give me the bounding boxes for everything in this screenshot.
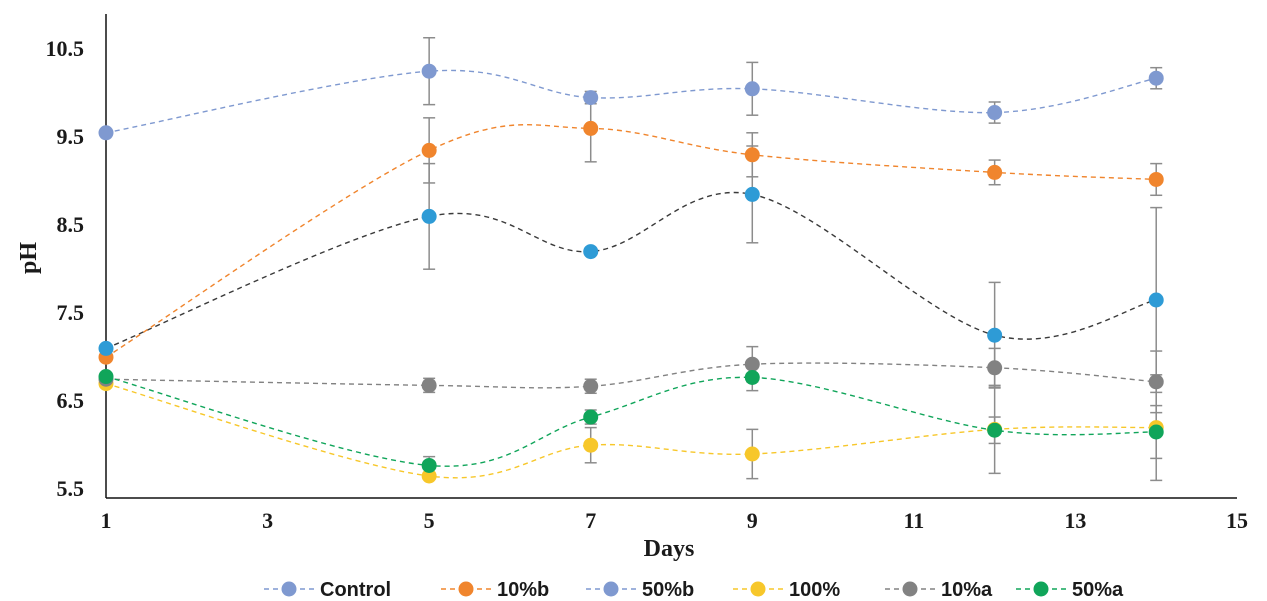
data-point-control <box>98 340 114 356</box>
data-point-50-b <box>583 90 599 106</box>
data-point-10-b <box>421 142 437 158</box>
y-tick-label: 9.5 <box>57 124 85 149</box>
legend-item-100: 100% <box>733 579 840 601</box>
data-point-100 <box>583 437 599 453</box>
legend-label: 10%a <box>941 579 993 601</box>
data-point-50-b <box>987 105 1003 121</box>
legend-label: Control <box>320 579 391 601</box>
legend-marker <box>750 581 766 597</box>
data-point-50-a <box>987 422 1003 438</box>
data-point-100 <box>744 446 760 462</box>
series-markers <box>98 63 1164 484</box>
legend-marker <box>603 581 619 597</box>
data-point-10-a <box>1148 374 1164 390</box>
data-point-50-a <box>1148 424 1164 440</box>
legend-label: 10%b <box>497 579 549 601</box>
data-point-control <box>583 244 599 260</box>
x-tick-label: 1 <box>101 508 112 533</box>
data-point-10-a <box>421 377 437 393</box>
legend: Control 10%b 50%b 100% 10%a 50%a <box>264 579 1124 601</box>
y-tick-label: 5.5 <box>57 476 85 501</box>
data-point-100 <box>421 468 437 484</box>
data-point-10-b <box>583 120 599 136</box>
y-tick-labels: 5.5 6.5 7.5 8.5 9.5 10.5 <box>46 36 85 501</box>
data-point-control <box>744 186 760 202</box>
x-tick-label: 5 <box>424 508 435 533</box>
x-tick-label: 11 <box>903 508 924 533</box>
y-tick-label: 6.5 <box>57 388 85 413</box>
x-tick-label: 13 <box>1064 508 1086 533</box>
data-point-10-b <box>987 164 1003 180</box>
data-point-10-b <box>744 147 760 163</box>
x-tick-label: 3 <box>262 508 273 533</box>
axes <box>105 14 1237 499</box>
legend-item-10-b: 10%b <box>441 579 549 601</box>
x-tick-label: 7 <box>585 508 596 533</box>
legend-item-10-a: 10%a <box>885 579 993 601</box>
data-point-50-b <box>98 125 114 141</box>
y-tick-label: 10.5 <box>46 36 85 61</box>
data-point-10-b <box>1148 171 1164 187</box>
data-point-50-b <box>744 81 760 97</box>
series-line-control <box>105 191 1157 350</box>
data-point-10-a <box>583 378 599 394</box>
legend-label: 50%b <box>642 579 694 601</box>
legend-item-50-b: 50%b <box>586 579 694 601</box>
data-point-50-b <box>421 63 437 79</box>
error-bars <box>423 37 1163 482</box>
y-tick-label: 7.5 <box>57 300 85 325</box>
legend-marker <box>458 581 474 597</box>
series-line-50-a <box>105 375 1157 467</box>
legend-marker <box>902 581 918 597</box>
y-tick-label: 8.5 <box>57 212 85 237</box>
series-line-100 <box>105 382 1157 479</box>
x-tick-label: 15 <box>1226 508 1248 533</box>
legend-item-50-a: 50%a <box>1016 579 1124 601</box>
legend-label: 100% <box>789 579 840 601</box>
legend-marker <box>1033 581 1049 597</box>
data-point-50-b <box>1148 70 1164 86</box>
data-point-50-a <box>98 369 114 385</box>
x-tick-labels: 1 3 5 7 9 11 13 15 <box>101 508 1249 533</box>
data-point-control <box>421 208 437 224</box>
legend-label: 50%a <box>1072 579 1124 601</box>
data-point-50-a <box>583 409 599 425</box>
data-point-10-a <box>744 356 760 372</box>
data-point-50-a <box>421 457 437 473</box>
data-point-control <box>987 327 1003 343</box>
data-point-50-a <box>744 369 760 385</box>
legend-marker <box>281 581 297 597</box>
legend-item-control: Control <box>264 579 391 601</box>
y-axis-title: pH <box>16 242 42 274</box>
x-tick-label: 9 <box>747 508 758 533</box>
data-point-control <box>1148 292 1164 308</box>
x-axis-title: Days <box>644 536 695 562</box>
data-point-10-a <box>987 360 1003 376</box>
